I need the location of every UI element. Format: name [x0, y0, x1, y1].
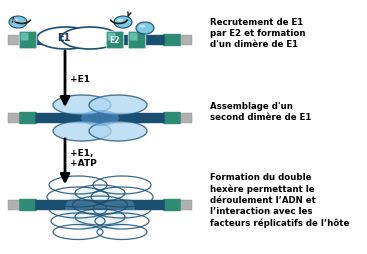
FancyBboxPatch shape [164, 112, 181, 124]
FancyBboxPatch shape [19, 34, 36, 46]
FancyBboxPatch shape [19, 31, 37, 49]
Bar [8, 35, 20, 45]
Text: E1: E1 [57, 33, 71, 43]
Bar [180, 35, 192, 45]
Bar [8, 113, 20, 123]
FancyBboxPatch shape [164, 199, 181, 211]
FancyBboxPatch shape [21, 33, 29, 40]
Text: E2: E2 [110, 36, 120, 45]
Ellipse shape [65, 186, 135, 231]
Text: Assemblage d'un
second dimère de E1: Assemblage d'un second dimère de E1 [210, 102, 311, 122]
Ellipse shape [61, 27, 119, 49]
Bar [8, 200, 20, 210]
FancyBboxPatch shape [19, 199, 36, 211]
FancyBboxPatch shape [36, 35, 164, 45]
FancyBboxPatch shape [106, 31, 124, 49]
Text: +E1,
+ATP: +E1, +ATP [70, 149, 97, 168]
FancyBboxPatch shape [164, 34, 181, 46]
Ellipse shape [37, 27, 95, 49]
FancyBboxPatch shape [128, 31, 146, 49]
Ellipse shape [53, 121, 111, 141]
Ellipse shape [12, 19, 18, 22]
Ellipse shape [81, 110, 119, 126]
Ellipse shape [136, 22, 154, 34]
Text: Recrutement de E1
par E2 et formation
d'un dimère de E1: Recrutement de E1 par E2 et formation d'… [210, 18, 305, 49]
Bar [180, 200, 192, 210]
FancyBboxPatch shape [19, 112, 36, 124]
Text: +E1: +E1 [70, 74, 90, 84]
Ellipse shape [114, 16, 132, 28]
Ellipse shape [139, 25, 145, 28]
FancyBboxPatch shape [108, 33, 116, 40]
Bar [180, 113, 192, 123]
Ellipse shape [9, 16, 27, 28]
Ellipse shape [117, 19, 123, 22]
Ellipse shape [89, 121, 147, 141]
FancyBboxPatch shape [130, 33, 138, 40]
FancyBboxPatch shape [36, 200, 164, 210]
FancyBboxPatch shape [36, 113, 164, 123]
Ellipse shape [53, 95, 111, 115]
Text: Formation du double
hexère permettant le
déroulement l’ADN et
l’interaction avec: Formation du double hexère permettant le… [210, 173, 349, 228]
Ellipse shape [89, 95, 147, 115]
